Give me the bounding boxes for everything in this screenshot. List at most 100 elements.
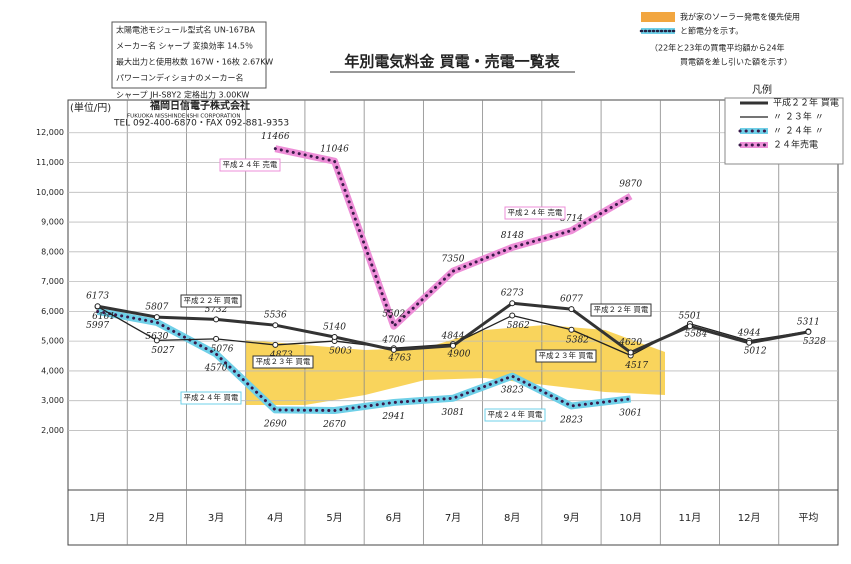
annotation: 平成２２年 買電 [594,304,649,314]
data-label: 4763 [387,354,411,364]
y-axis-label: (単位/円) [70,101,111,114]
data-label: 3061 [619,408,642,418]
data-label: 3081 [442,408,465,418]
data-label: 4620 [618,338,642,348]
point [94,303,101,310]
data-label: 5328 [803,337,826,347]
data-label: 5311 [797,317,820,327]
header-text: メーカー名 シャープ 変換効率 14.5％ [116,41,253,51]
y-tick-label: 9,000 [41,218,64,227]
note-swatch [641,12,675,22]
point [272,322,279,329]
x-tick-label: 12月 [738,512,761,524]
x-tick-label: 7月 [445,512,461,524]
data-label: 5502 [382,310,405,320]
point [213,316,220,323]
annotation: 平成２３年 買電 [539,350,594,360]
note-text: （22年と23年の買電平均額から24年 [650,43,785,53]
y-tick-label: 7,000 [41,277,64,286]
point [746,339,753,346]
x-tick-label: 4月 [267,512,283,524]
data-label: 4706 [381,335,405,345]
data-label: 4844 [441,331,465,341]
y-tick-label: 12,000 [36,128,64,137]
annotation-box [535,349,597,363]
x-tick-label: 2月 [149,512,165,524]
x-tick-label: 8月 [504,512,520,524]
point [805,328,812,335]
data-label: 5536 [264,311,287,321]
y-tick-label: 2,000 [41,426,64,435]
y-tick-label: 5,000 [41,337,64,346]
x-tick-label: 10月 [619,512,642,524]
data-label: 3823 [501,386,524,396]
y-tick-label: 11,000 [36,158,64,167]
x-tick-label: 5月 [326,512,342,524]
series-dots [273,147,633,329]
annotation-box [219,158,281,172]
point [213,335,220,342]
data-label: 9870 [619,180,642,190]
data-label: 5382 [566,335,589,345]
data-label: 5140 [323,322,346,332]
data-label: 5807 [145,303,168,313]
legend-title: 凡例 [752,83,772,96]
x-tick-label: 平均 [798,512,818,524]
point [568,326,575,333]
header-text: シャープ JH-S8Y2 定格出力 3.00KW [116,90,249,100]
point [568,306,575,313]
legend-label: ２４年売電 [773,139,818,151]
data-label: 2941 [381,412,405,422]
data-label: 8714 [560,214,583,224]
data-label: 5076 [211,344,234,354]
annotation-box [504,206,566,220]
header-text: 最大出力と使用枚数 167W・16枚 2.67KW [116,57,273,67]
data-label: 6161 [92,312,115,322]
y-tick-label: 6,000 [41,307,64,316]
y-tick-label: 10,000 [36,188,64,197]
annotation-box [590,303,652,317]
data-label: 4570 [204,363,228,373]
header-text: パワーコンディショナのメーカー名 [116,73,243,83]
data-label: 6077 [560,295,583,305]
data-label: 5012 [744,346,767,356]
point [509,300,516,307]
annotation: 平成２４年 売電 [223,159,278,169]
y-tick-label: 8,000 [41,247,64,256]
header-text: FUKUOKA NISSHINDENSHI CORPORATION [127,114,240,120]
data-label: 5997 [86,321,109,331]
note-text: 我が家のソーラー発電を優先使用 [680,12,800,22]
annotation: 平成２２年 買電 [184,295,239,305]
data-label: 2670 [322,420,346,430]
data-label: 5027 [151,346,174,356]
annotation: 平成２３年 買電 [256,356,311,366]
legend-label: 〃 ２４年 〃 [773,125,824,137]
data-label: 8148 [501,231,524,241]
chart-title: 年別電気料金 買電・売電一覧表 [344,53,560,71]
legend-label: 平成２２年 買電 [773,97,839,109]
point [509,312,516,319]
annotation: 平成２４年 買電 [488,409,543,419]
data-label: 4517 [624,361,648,371]
header-box [111,21,267,89]
point [627,349,634,356]
data-label: 5003 [329,347,352,357]
data-label: 2690 [263,419,287,429]
series-dots [96,309,633,413]
data-label: 5732 [205,305,228,315]
annotation: 平成２４年 買電 [184,392,239,402]
point [450,342,456,349]
saving-area [246,325,665,405]
header-text: 福岡日信電子株式会社 [149,99,250,112]
legend-label: 〃 ２３年 〃 [773,111,824,123]
note-text: 買電額を差し引いた額を示す） [680,57,792,67]
x-tick-label: 6月 [386,512,402,524]
point [686,323,693,330]
x-tick-label: 3月 [208,512,224,524]
data-label: 6173 [86,292,109,302]
x-tick-label: 9月 [563,512,579,524]
point [153,314,160,321]
data-label: 4900 [447,350,471,360]
y-tick-label: 3,000 [41,396,64,405]
header-text: 太陽電池モジュール型式名 UN-167BA [116,25,255,35]
